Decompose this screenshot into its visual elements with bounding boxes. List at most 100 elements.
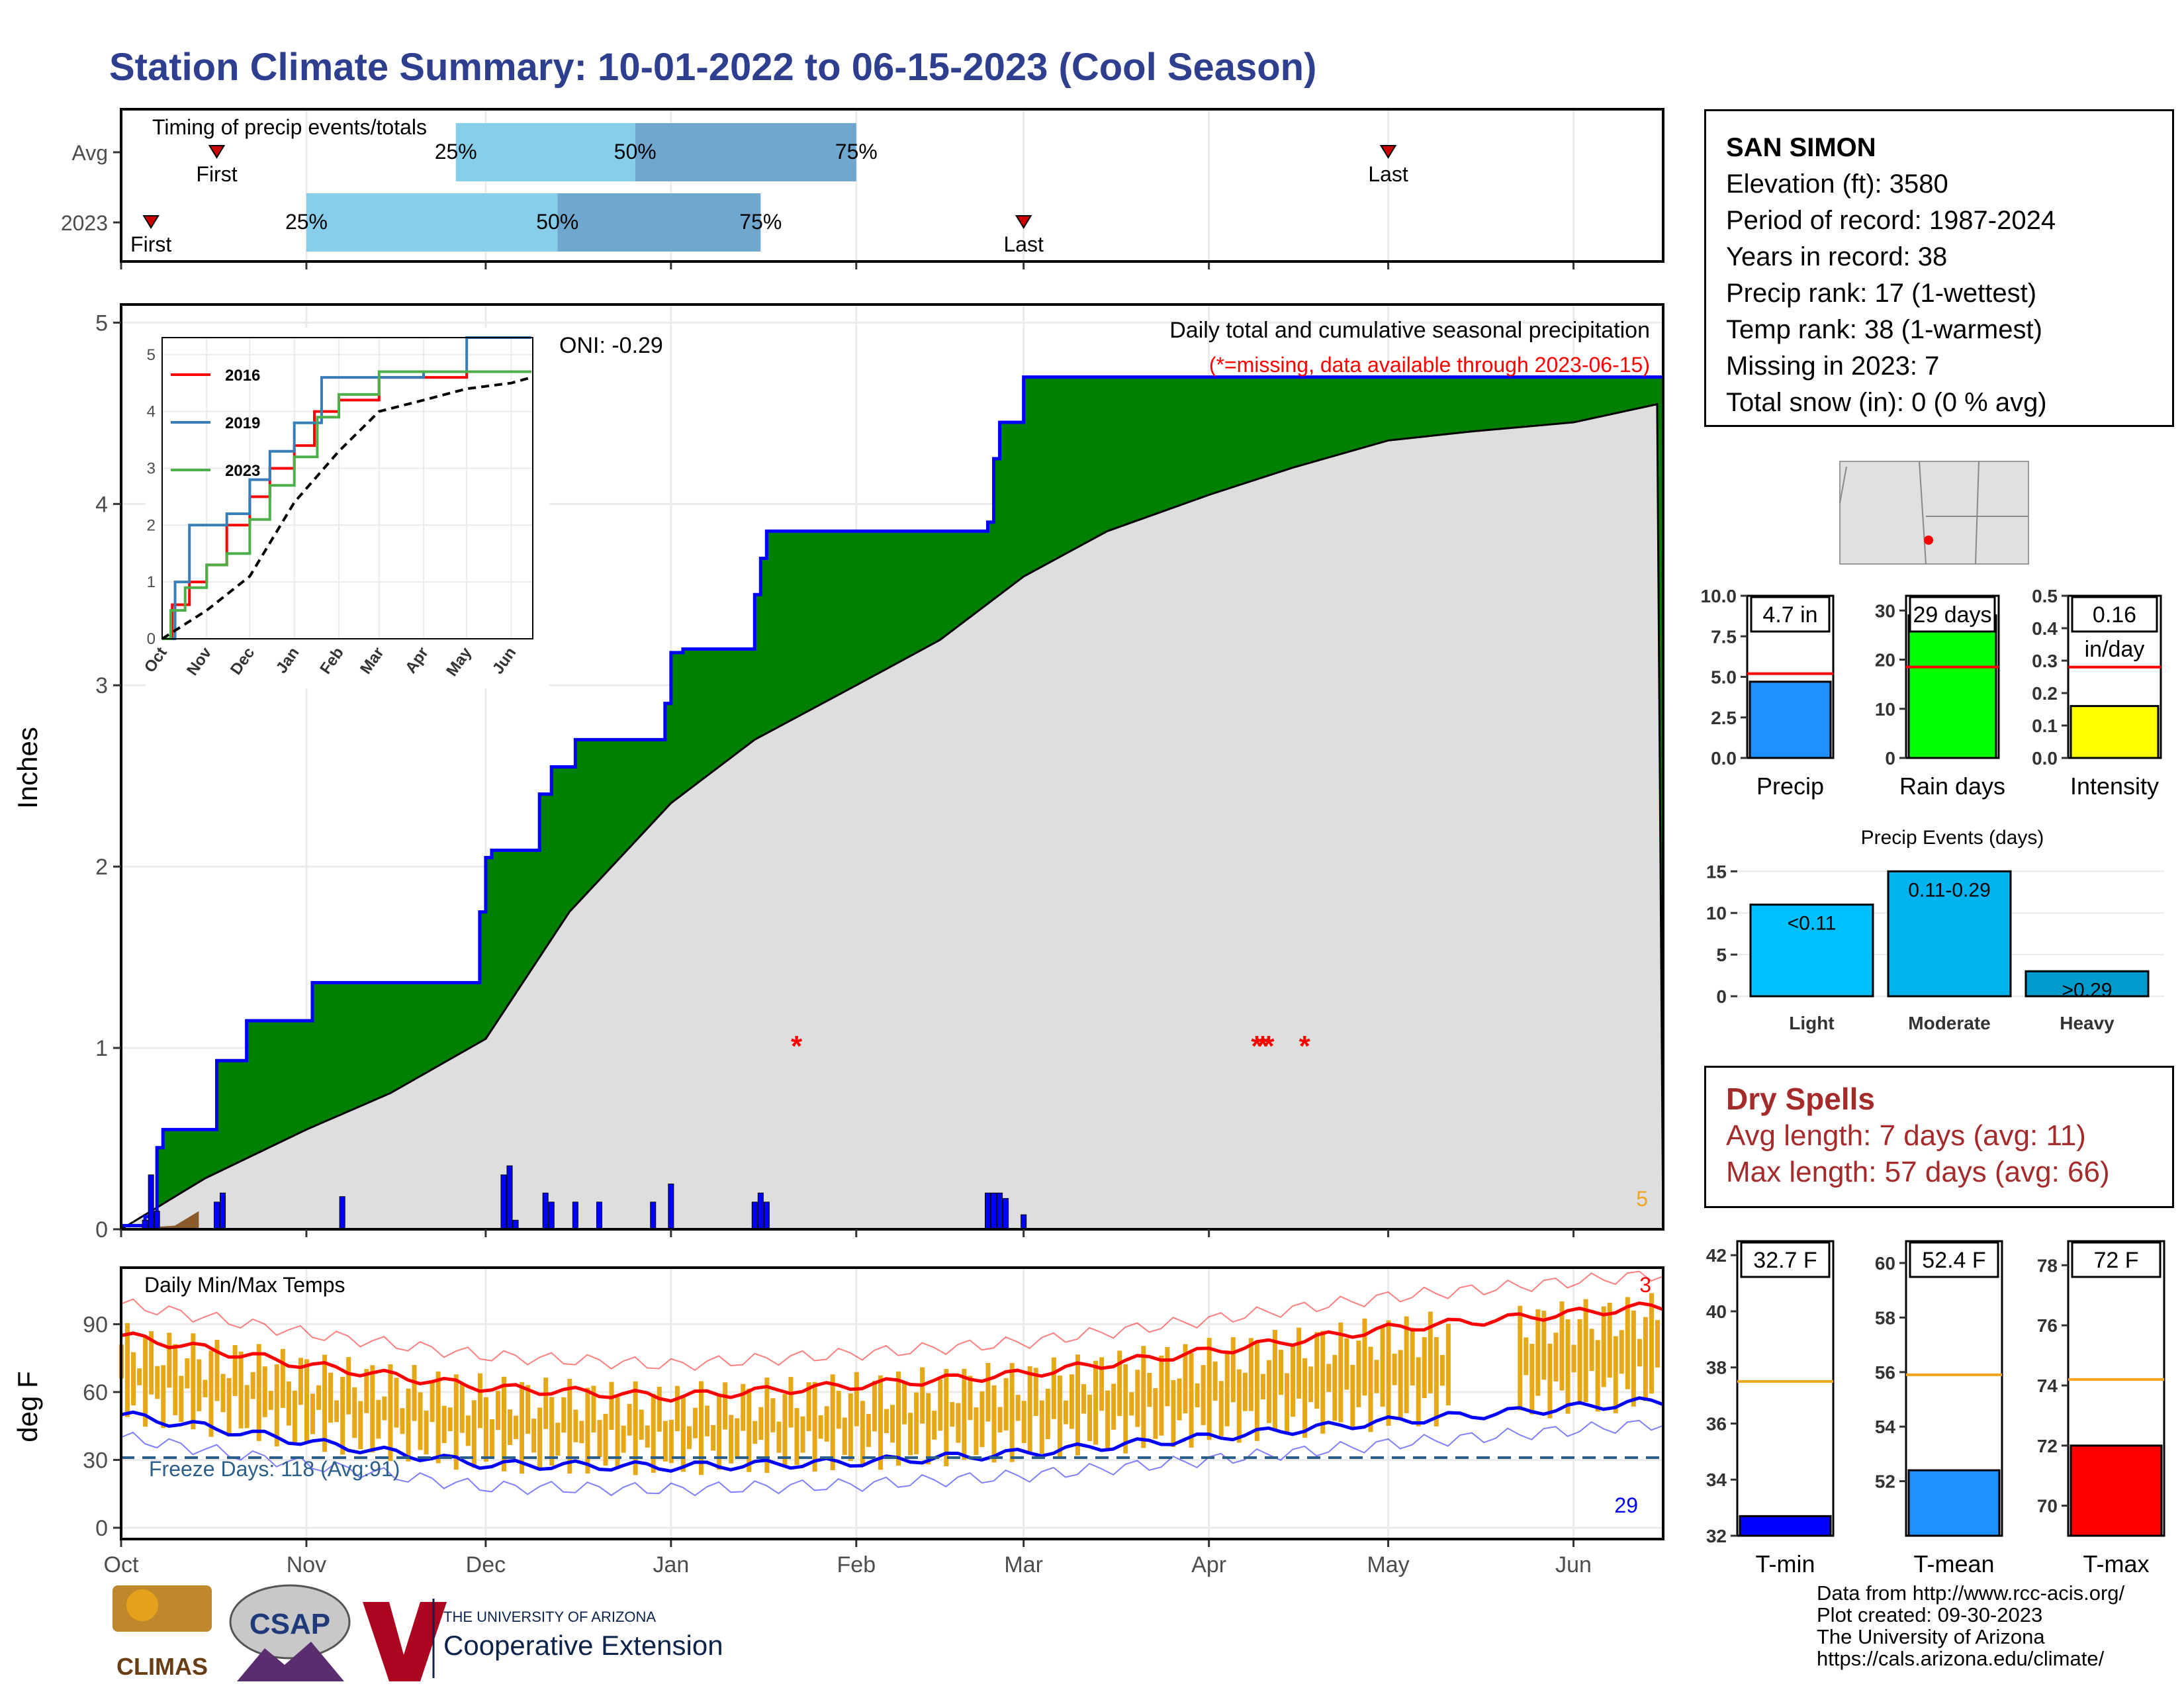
- daily-precip-bar: [997, 1192, 1003, 1230]
- tmax-y-tick-label: 78: [2037, 1255, 2058, 1276]
- daily-temp-range-bar: [328, 1372, 334, 1423]
- daily-temp-range-bar: [674, 1385, 680, 1432]
- intensity-value-label: 0.16: [2093, 602, 2136, 628]
- tmin-value-label: 32.7 F: [1753, 1248, 1817, 1273]
- daily-temp-range-bar: [155, 1366, 160, 1399]
- timing-first-marker: [142, 215, 159, 229]
- daily-temp-range-bar: [537, 1407, 543, 1468]
- daily-temp-range-bar: [1524, 1337, 1529, 1376]
- daily-temp-range-bar: [1212, 1361, 1218, 1401]
- daily-temp-range-bar: [447, 1407, 453, 1432]
- daily-temp-range-bar: [226, 1378, 232, 1436]
- main-y-tick-label: 4: [95, 492, 108, 517]
- daily-temp-range-bar: [747, 1388, 752, 1472]
- daily-temp-range-bar: [1093, 1360, 1099, 1445]
- daily-temp-range-bar: [1619, 1330, 1624, 1374]
- tmax-y-tick-label: 70: [2037, 1496, 2058, 1517]
- daily-temp-range-bar: [1111, 1383, 1116, 1430]
- daily-temp-range-bar: [1069, 1374, 1074, 1429]
- daily-temp-range-bar: [591, 1385, 596, 1432]
- inset-y-tick-label: 0: [147, 630, 156, 648]
- timing-panel-border: [120, 108, 1664, 263]
- daily-temp-range-bar: [220, 1374, 226, 1413]
- daily-temp-range-bar: [531, 1419, 537, 1453]
- daily-precip-bar: [542, 1192, 549, 1230]
- daily-temp-range-bar: [985, 1362, 991, 1422]
- daily-temp-range-bar: [286, 1381, 291, 1426]
- daily-temp-range-bar: [1649, 1293, 1654, 1394]
- inset-line-avg: [161, 376, 532, 640]
- main-chart-title: Daily total and cumulative seasonal prec…: [1169, 318, 1650, 343]
- main-y-tick-label: 1: [95, 1036, 108, 1061]
- x-month-label: Mar: [1004, 1552, 1043, 1577]
- temp-y-tick-label: 30: [83, 1448, 108, 1473]
- daily-temp-range-bar: [298, 1358, 303, 1405]
- events-category-label: Light: [1789, 1013, 1834, 1033]
- daily-temp-range-bar: [364, 1369, 369, 1413]
- daily-temp-range-bar: [1224, 1350, 1230, 1427]
- daily-temp-range-bar: [1338, 1322, 1343, 1423]
- temp-panel-title: Daily Min/Max Temps: [144, 1273, 345, 1297]
- daily-temp-range-bar: [1291, 1345, 1296, 1417]
- daily-temp-range-bar: [232, 1344, 238, 1396]
- daily-temp-range-bar: [435, 1371, 441, 1464]
- daily-temp-range-bar: [483, 1397, 488, 1462]
- daily-temp-range-bar: [1159, 1355, 1164, 1436]
- daily-temp-range-bar: [615, 1397, 620, 1470]
- avg-max-line: [120, 1301, 1664, 1403]
- x-month-label: May: [1367, 1552, 1409, 1577]
- tmean-bar: [1907, 1469, 2001, 1537]
- daily-temp-range-bar: [477, 1373, 482, 1429]
- daily-temp-range-bar: [842, 1417, 847, 1455]
- daily-temp-range-bar: [639, 1409, 644, 1440]
- daily-precip-bar: [596, 1201, 602, 1230]
- daily-temp-range-bar: [424, 1410, 429, 1455]
- timing-bar-50-75: [635, 123, 856, 181]
- daily-temp-range-bar: [920, 1367, 925, 1424]
- average-cumulative-area: [117, 402, 1664, 1231]
- daily-temp-range-bar: [179, 1376, 184, 1423]
- station-years: Years in record: 38: [1726, 242, 1948, 271]
- daily-temp-range-bar: [1248, 1338, 1253, 1411]
- temp-y-tick-label: 0: [95, 1516, 108, 1541]
- daily-temp-range-bar: [1529, 1343, 1535, 1415]
- daily-temp-range-bar: [214, 1340, 220, 1401]
- daily-precip-bar: [220, 1192, 226, 1230]
- daily-temp-range-bar: [555, 1423, 561, 1456]
- daily-precip-bar: [751, 1201, 758, 1230]
- daily-temp-range-bar: [908, 1413, 913, 1456]
- daily-precip-bar: [668, 1184, 674, 1230]
- main-y-axis-label: Inches: [12, 727, 43, 809]
- dry-spells-avg: Avg length: 7 days (avg: 11): [1726, 1119, 2086, 1152]
- oni-label: ONI: -0.29: [559, 333, 663, 358]
- daily-temp-range-bar: [1577, 1319, 1582, 1403]
- tmean-y-tick-label: 56: [1875, 1362, 1895, 1383]
- raindays-value-box: [1909, 596, 1996, 633]
- daily-temp-range-bar: [1177, 1378, 1182, 1421]
- credit-university: The University of Arizona: [1817, 1625, 2045, 1648]
- daily-precip-bar: [500, 1174, 507, 1230]
- daily-temp-range-bar: [1153, 1387, 1158, 1439]
- x-month-label: Apr: [1191, 1552, 1226, 1577]
- daily-precip-bar: [148, 1174, 154, 1230]
- inset-y-tick-label: 3: [147, 459, 156, 477]
- station-name: SAN SIMON: [1726, 133, 1876, 162]
- daily-temp-range-bar: [686, 1426, 692, 1450]
- daily-temp-range-bar: [926, 1393, 931, 1465]
- inset-line-2019: [162, 336, 531, 640]
- timing-pct-label: 50%: [536, 210, 578, 234]
- daily-temp-range-bar: [520, 1382, 525, 1474]
- daily-temp-range-bar: [1201, 1365, 1206, 1425]
- daily-temp-range-bar: [621, 1425, 626, 1453]
- daily-temp-range-bar: [860, 1401, 865, 1466]
- daily-temp-range-bar: [597, 1420, 602, 1458]
- main-y-tick-label: 2: [95, 855, 108, 880]
- precip-y-tick-label: 5.0: [1711, 667, 1737, 688]
- daily-temp-range-bar: [1392, 1354, 1397, 1385]
- daily-temp-range-bar: [968, 1376, 973, 1421]
- temp-count-bottom: 29: [1614, 1493, 1638, 1517]
- state-boundaries: [1839, 461, 2028, 565]
- daily-temp-range-bar: [1589, 1329, 1594, 1372]
- station-period: Period of record: 1987-2024: [1726, 206, 2056, 235]
